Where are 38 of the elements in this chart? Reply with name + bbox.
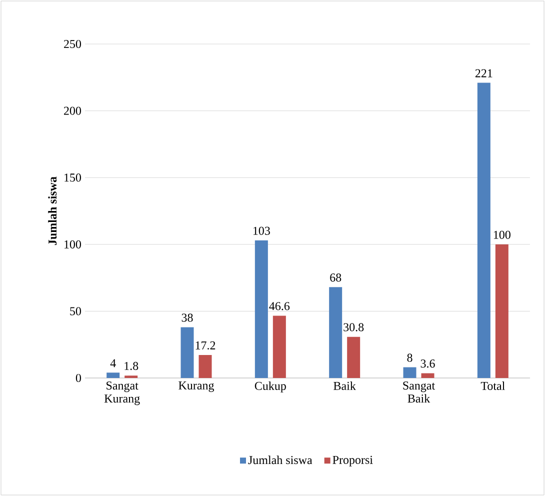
data-label: 221 <box>475 69 492 78</box>
bar <box>329 287 342 378</box>
data-label: 4 <box>110 359 116 368</box>
legend-label: Jumlah siswa <box>248 456 312 464</box>
y-tick-label: 0 <box>76 374 82 382</box>
y-axis-title: Jumlah siswa <box>48 176 57 245</box>
y-tick-label: 50 <box>70 307 82 316</box>
data-label: 17.2 <box>196 341 216 350</box>
data-label: 46.6 <box>269 302 290 310</box>
data-label: 38 <box>182 314 193 322</box>
bar <box>106 372 120 378</box>
y-tick-label: 200 <box>64 106 82 115</box>
bar <box>272 316 286 378</box>
bar <box>198 355 212 378</box>
data-label: 103 <box>253 226 270 235</box>
bar <box>421 373 434 378</box>
bar <box>254 240 268 378</box>
data-label: 1.8 <box>124 362 138 370</box>
x-tick-label: Cukup <box>254 382 286 392</box>
bar <box>347 336 360 378</box>
y-tick-label: 250 <box>64 40 82 48</box>
data-label: 3.6 <box>420 360 435 368</box>
x-tick-label: Sangat Baik <box>403 382 436 403</box>
legend-label: Proporsi <box>332 456 373 466</box>
data-label: 30.8 <box>344 323 364 332</box>
data-label: 68 <box>330 274 342 282</box>
data-label: 8 <box>407 354 412 362</box>
bar <box>495 244 508 378</box>
y-tick-label: 150 <box>64 174 82 182</box>
bar <box>477 82 490 378</box>
data-label: 100 <box>494 230 510 239</box>
bar <box>180 327 194 378</box>
bar <box>403 367 416 378</box>
x-tick-label: Total <box>480 382 505 390</box>
x-tick-label: Sangat Kurang <box>104 382 140 406</box>
x-tick-label: Kurang <box>178 382 214 392</box>
x-tick-label: Baik <box>334 382 356 390</box>
y-tick-label: 100 <box>64 240 82 248</box>
